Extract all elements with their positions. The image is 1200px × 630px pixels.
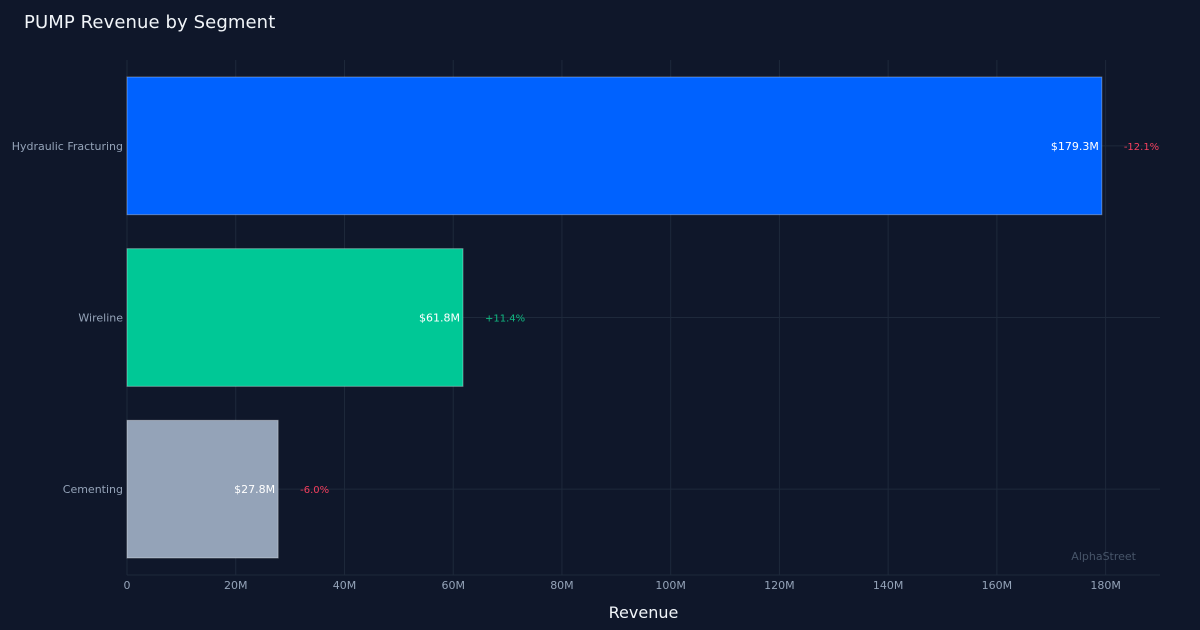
x-tick-label: 140M xyxy=(873,579,904,592)
x-tick-label: 60M xyxy=(441,579,465,592)
category-label: Cementing xyxy=(63,483,123,496)
x-tick-label: 40M xyxy=(333,579,357,592)
watermark: AlphaStreet xyxy=(1071,550,1136,563)
bar-wireline[interactable] xyxy=(126,248,464,387)
value-label: $179.3M xyxy=(1051,140,1099,153)
x-tick-label: 120M xyxy=(764,579,795,592)
x-tick-label: 100M xyxy=(655,579,686,592)
value-label: $27.8M xyxy=(234,483,275,496)
category-label: Wireline xyxy=(78,312,123,325)
change-label: -12.1% xyxy=(1124,142,1159,153)
change-label: +11.4% xyxy=(485,314,525,325)
x-tick-label: 160M xyxy=(982,579,1013,592)
x-tick-label: 80M xyxy=(550,579,574,592)
category-label: Hydraulic Fracturing xyxy=(12,140,123,153)
chart-title: PUMP Revenue by Segment xyxy=(24,12,276,33)
bar-cementing[interactable] xyxy=(126,419,279,559)
x-tick-label: 20M xyxy=(224,579,248,592)
x-axis-label: Revenue xyxy=(609,603,679,622)
x-tick-label: 0 xyxy=(124,579,131,592)
x-tick-label: 180M xyxy=(1090,579,1121,592)
value-label: $61.8M xyxy=(419,312,460,325)
change-label: -6.0% xyxy=(300,485,329,496)
bar-hydraulic-fracturing[interactable] xyxy=(126,76,1103,216)
